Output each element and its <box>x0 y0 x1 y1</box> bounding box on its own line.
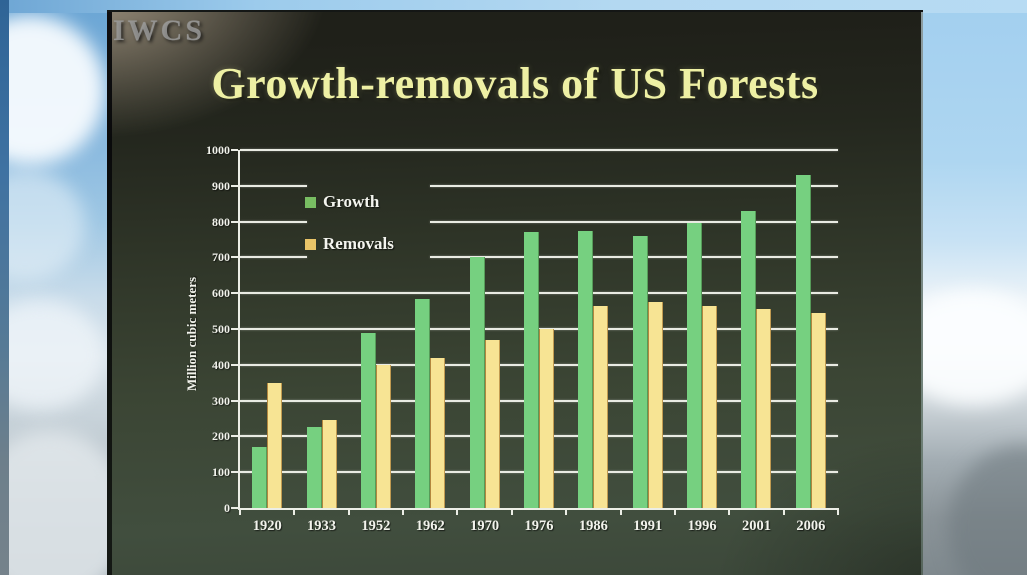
x-label-1970: 1970 <box>470 518 500 534</box>
bar-growth-1976 <box>524 232 539 508</box>
sky-left <box>0 0 107 575</box>
x-tick-5 <box>510 508 513 515</box>
x-tick-8 <box>673 508 676 515</box>
watermark-logo: IWCS <box>113 14 206 47</box>
gridline-800 <box>430 220 838 223</box>
y-tick-200 <box>231 435 238 438</box>
bar-growth-2006 <box>795 175 811 508</box>
y-tick-label-500: 500 <box>212 322 230 336</box>
y-tick-label-800: 800 <box>212 214 230 229</box>
slide-title: Growth-removals of US Forests <box>211 59 819 108</box>
y-tick-0 <box>231 507 238 509</box>
cloud <box>0 430 107 575</box>
bar-growth-1996 <box>687 223 703 508</box>
bar-removals-1920 <box>267 382 283 508</box>
bar-removals-1986 <box>593 305 609 508</box>
gridline-900 <box>430 184 838 187</box>
bar-removals-1962 <box>430 357 446 508</box>
cloud <box>948 445 1027 575</box>
x-label-1991: 1991 <box>633 518 663 534</box>
x-tick-1 <box>293 508 296 515</box>
x-tick-6 <box>565 508 568 515</box>
y-tick-1000 <box>231 149 238 151</box>
y-tick-label-600: 600 <box>212 286 230 301</box>
chart-legend: Growth Removals <box>305 179 428 271</box>
bar-removals-1996 <box>702 305 718 508</box>
plot-area: 0 100 200 300 400 500 600 700 800 900 1000 1920 1933… <box>206 143 839 534</box>
cloud <box>0 170 85 280</box>
gridline-800 <box>240 220 307 223</box>
bar-removals-1933 <box>321 420 337 508</box>
bar-growth-1962 <box>415 298 431 508</box>
y-tick-500 <box>231 328 238 330</box>
gridline-900 <box>240 184 307 187</box>
frame-edge <box>0 0 9 575</box>
y-tick-label-200: 200 <box>212 429 230 444</box>
y-tick-100 <box>231 471 238 474</box>
gridline-600 <box>240 292 838 295</box>
y-tick-900 <box>231 184 238 187</box>
x-label-1976: 1976 <box>524 518 554 534</box>
y-tick-800 <box>231 220 238 223</box>
x-tick-3 <box>402 508 405 515</box>
y-tick-label-900: 900 <box>212 178 230 193</box>
bar-growth-1970 <box>469 257 485 508</box>
bar-removals-1991 <box>647 302 663 508</box>
bar-removals-2006 <box>810 312 826 508</box>
y-tick-400 <box>231 363 238 366</box>
y-tick-label-700: 700 <box>212 250 230 265</box>
bar-growth-1991 <box>632 235 648 508</box>
x-tick-11 <box>837 508 839 515</box>
x-tick-2 <box>347 508 350 515</box>
bar-growth-2001 <box>741 210 757 508</box>
y-tick-300 <box>231 399 238 402</box>
y-tick-label-100: 100 <box>212 465 230 480</box>
bar-growth-1920 <box>252 447 268 508</box>
x-label-1996: 1996 <box>687 518 717 534</box>
bar-growth-1952 <box>360 332 376 508</box>
sky-top <box>0 0 1027 13</box>
x-label-1952: 1952 <box>361 518 391 534</box>
x-tick-9 <box>728 508 731 515</box>
presentation-slide: IWCS Growth-removals of US Forests Milli… <box>107 10 923 575</box>
bar-removals-1976 <box>539 329 554 508</box>
gridline-700 <box>240 256 307 259</box>
x-label-1962: 1962 <box>415 518 445 534</box>
bar-removals-2001 <box>756 309 772 508</box>
cloud <box>923 290 1027 405</box>
x-label-1986: 1986 <box>578 518 608 534</box>
y-tick-label-400: 400 <box>212 357 230 372</box>
legend-label-removals: Removals <box>323 234 394 253</box>
legend-label-growth: Growth <box>323 192 380 211</box>
y-tick-700 <box>231 256 238 259</box>
x-tick-10 <box>782 508 785 515</box>
y-tick-label-300: 300 <box>212 393 230 408</box>
bar-growth-1933 <box>306 427 322 508</box>
x-tick-4 <box>456 508 459 515</box>
sky-right <box>923 0 1027 575</box>
cloud <box>0 300 105 410</box>
x-tick-0 <box>239 508 241 515</box>
y-tick-600 <box>231 292 238 295</box>
bar-removals-1952 <box>375 364 391 508</box>
x-label-2006: 2006 <box>796 518 826 534</box>
gridline-1000 <box>240 149 838 151</box>
x-label-2001: 2001 <box>741 518 771 534</box>
y-tick-label-1000: 1000 <box>206 143 230 157</box>
x-label-1933: 1933 <box>307 518 337 534</box>
y-tick-label-0: 0 <box>224 501 230 515</box>
legend-item-growth: Growth <box>305 192 379 212</box>
legend-item-removals: Removals <box>305 234 394 254</box>
cloud <box>0 15 105 165</box>
bar-growth-1986 <box>578 230 594 508</box>
legend-swatch-removals <box>305 238 316 250</box>
x-tick-7 <box>619 508 622 515</box>
legend-swatch-growth <box>305 196 316 208</box>
x-label-1920: 1920 <box>252 518 282 534</box>
bar-removals-1970 <box>484 339 500 508</box>
